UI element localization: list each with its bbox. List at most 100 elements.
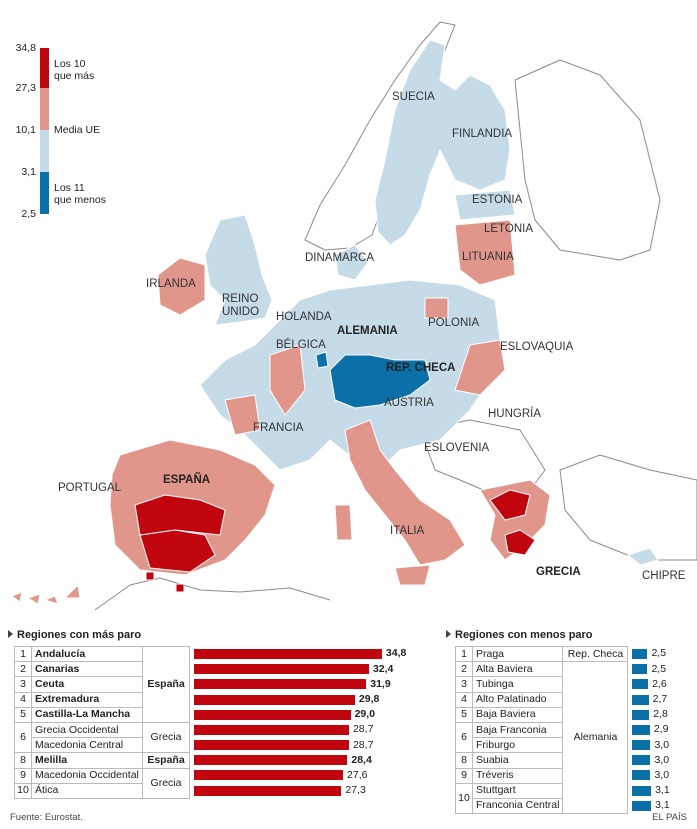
label-grecia: GRECIA [536,566,581,578]
bar-cell: 3,0 [628,753,670,768]
table-row: 6 Grecia Occidental Grecia 28,7 [14,721,407,754]
rank-cell: 10 [455,782,473,815]
legend-swatch-above [40,88,49,130]
region-cell: Andalucía [31,645,143,663]
label-letonia: LETONIA [484,223,533,235]
table-row: 1 Praga Rep. Checa 2,5 [455,645,671,663]
rank-cell: 5 [14,706,32,723]
russia-land [514,59,661,261]
table-row: Franconia Central 3,1 [456,797,671,815]
denmark [334,244,369,281]
legend-label-top10-2: que más [54,70,95,82]
bar [194,755,348,766]
legend-swatch-top10 [40,48,49,88]
bar-value: 3,0 [654,753,670,766]
legend-label-avg: Media UE [54,124,101,136]
least-section-title: Regiones con menos paro [446,629,593,641]
bar-cell: 27,6 [190,768,407,783]
group-cell: Grecia [142,721,190,754]
table-row: 10 Stuttgart 3,1 [455,782,671,815]
region-cell: Baja Baviera [471,706,564,723]
bar [632,800,652,811]
scandinavia-eu [374,39,511,246]
source-note: Fuente: Eurostat. [10,812,83,823]
region-cell: Praga [471,645,564,663]
rank-cell: 2 [455,661,473,678]
bar [632,648,648,659]
label-hungria: HUNGRÍA [488,408,542,420]
bar [632,679,649,690]
region-cell: Alto Palatinado [471,691,564,708]
label-francia: FRANCIA [253,422,304,434]
legend-swatch-bottom11 [40,172,49,214]
group-cell: Grecia [142,767,190,799]
bar [194,664,369,675]
sardinia [334,504,353,541]
label-suecia: SUECIA [392,91,435,103]
bar-value: 27,3 [345,784,366,797]
table-row: 5 Baja Baviera 2,8 [455,706,671,723]
bar-value: 32,4 [372,662,394,675]
rank-cell: 8 [455,752,473,769]
bar-cell: 29,8 [190,692,407,707]
label-rep-checa: REP. CHECA [386,362,456,374]
bar-cell: 34,8 [190,647,407,662]
label-espana: ESPAÑA [163,474,211,486]
rank-cell: 9 [14,767,32,784]
bar-cell: 28,7 [190,722,407,737]
ireland [157,257,206,316]
bar-cell: 27,3 [190,783,407,798]
brand-credit: EL PAÍS [652,812,687,823]
legend-tick-max: 34,8 [15,42,36,54]
region-cell: Alta Baviera [471,661,564,678]
rank-cell: 10 [14,782,32,799]
bar-cell: 2,9 [628,722,670,737]
bar [632,755,651,766]
rank-cell: 4 [14,691,32,708]
cyprus [627,547,659,566]
table-row: 2 Alta Baviera Alemania 2,5 [455,661,671,815]
slovakia-hungary-e [454,339,506,396]
bar-cell: 2,5 [628,662,670,677]
bar-value: 2,5 [651,647,667,660]
bar [632,694,649,705]
bar [194,785,342,796]
baltic-light [454,189,516,221]
bar-cell: 2,6 [628,677,670,692]
most-section-title: Regiones con más paro [8,629,141,641]
bar-value: 3,0 [654,738,670,751]
bar-value: 29,8 [358,693,380,706]
rank-cell: 8 [14,752,32,769]
bar-cell: 2,8 [628,707,670,722]
italy [344,419,466,566]
label-estonia: ESTONIA [472,194,523,206]
bar-cell: 2,5 [628,647,670,662]
region-cell: Castilla-La Mancha [31,706,143,723]
region-cell: Ática [31,782,143,799]
bar-value: 2,5 [651,662,667,675]
bar [194,770,344,781]
bar-value: 2,9 [653,723,669,736]
bar-value: 27,6 [347,768,368,781]
rank-cell: 1 [14,645,32,663]
bar-value: 28,7 [352,738,374,751]
bar-value: 34,8 [385,647,407,660]
bar-value: 31,9 [370,677,391,690]
bar [632,709,650,720]
legend-tick-top10: 27,3 [15,82,36,94]
group-cell: Alemania [562,661,629,815]
rank-cell: 6 [455,721,473,754]
region-cell: Ceuta [31,676,143,693]
table-row: 3 Tubinga 2,6 [455,676,671,693]
latvia-lithuania [454,219,516,286]
trier [315,351,329,369]
bar [632,724,650,735]
map-legend: 34,8 27,3 10,1 3,1 2,5 Los 10 que más Me… [0,38,140,228]
label-reino-unido-2: UNIDO [222,306,260,318]
rank-cell: 4 [455,691,473,708]
rank-cell: 2 [14,661,32,678]
region-cell: Melilla [31,752,143,769]
region-cell: Suabia [471,752,564,769]
bar [194,709,351,720]
south-germany-czech [329,354,431,409]
